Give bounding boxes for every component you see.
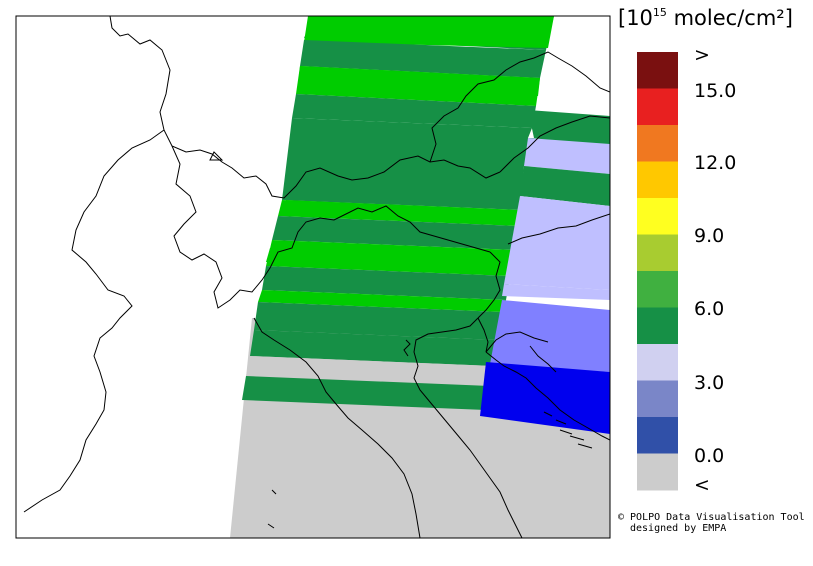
legend-tick: 9.0 [694, 225, 725, 247]
legend-tick: 0.0 [694, 445, 725, 467]
swath-pixel-row [524, 138, 610, 174]
swath-pixel-row [266, 248, 508, 272]
colorbar-box [637, 125, 678, 162]
colorbar-box [637, 380, 678, 418]
swath-pixel-row [262, 266, 510, 300]
swath-pixel-row [528, 110, 610, 144]
swath-pixel-row [250, 330, 498, 366]
colorbar-box [637, 52, 678, 89]
swath-pixel-row [292, 94, 536, 128]
colorbar-box [637, 271, 678, 308]
colorbar-box [637, 417, 678, 454]
swath-pixel-row [504, 196, 610, 290]
colorbar-box [637, 234, 678, 272]
swath-pixel-row [282, 200, 514, 222]
colorbar [637, 52, 678, 491]
legend-tick: 12.0 [694, 152, 737, 174]
legend-units: [1015 molec/cm²] [618, 6, 793, 30]
country-borders [23, 16, 610, 538]
swath-pixel-row [480, 362, 610, 434]
legend-tick: 6.0 [694, 298, 725, 320]
swath-pixel-row [298, 66, 540, 96]
colorbar-box [637, 161, 678, 199]
swath-pixel-row [304, 16, 554, 48]
swath-pixel-row [242, 376, 490, 410]
colorbar-box [637, 344, 678, 381]
swath-pixel-row [272, 216, 518, 250]
legend-tick: 3.0 [694, 372, 725, 394]
swath-pixel-row [502, 284, 610, 300]
colorbar-box [637, 198, 678, 235]
satellite-swath [230, 16, 610, 538]
credit-line-1: © POLPO Data Visualisation Tool [618, 512, 805, 523]
swath-pixel-row [254, 302, 502, 340]
swath-pixel-row [520, 166, 610, 206]
map-border [15, 15, 611, 539]
swath-pixel-row [246, 356, 494, 386]
legend-tick: < [694, 474, 710, 496]
colorbar-box [637, 453, 678, 491]
credit-line-2: designed by EMPA [630, 523, 727, 534]
map-frame [16, 16, 610, 538]
swath-pixel-row [258, 290, 506, 312]
legend-tick: 15.0 [694, 80, 737, 102]
colorbar-box [637, 307, 678, 345]
legend-tick: > [694, 44, 710, 66]
swath-pixel-row [300, 40, 546, 78]
colorbar-box [637, 88, 678, 126]
swath-pixel-row [490, 300, 610, 372]
